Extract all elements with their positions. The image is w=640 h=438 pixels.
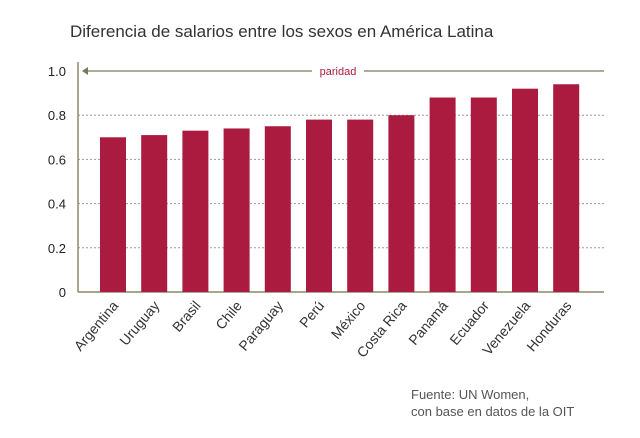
x-tick-label: Uruguay — [116, 298, 162, 349]
source-line-1: Fuente: UN Women, — [411, 387, 530, 402]
x-tick-label: Panamá — [405, 297, 451, 347]
source-note: Fuente: UN Women, con base en datos de l… — [411, 386, 574, 420]
bar — [470, 97, 497, 293]
bar — [512, 88, 538, 293]
x-tick-label: Perú — [296, 298, 327, 331]
y-tick-label: 0.6 — [48, 152, 66, 167]
y-tick-label: 0.2 — [48, 241, 66, 256]
bar — [223, 128, 250, 292]
bar — [141, 135, 168, 292]
bar — [429, 97, 456, 293]
bar — [388, 115, 415, 292]
bar — [182, 130, 209, 292]
parity-label: paridad — [320, 66, 357, 78]
y-tick-label: 0.4 — [48, 197, 66, 212]
chart-title: Diferencia de salarios entre los sexos e… — [70, 22, 494, 41]
y-tick-label: 0 — [59, 285, 66, 300]
bar — [347, 119, 374, 293]
bar — [264, 126, 291, 292]
bar — [553, 84, 580, 292]
x-tick-label: Paraguay — [235, 298, 286, 354]
x-tick-label: México — [328, 297, 369, 341]
x-tick-label: Chile — [212, 297, 245, 332]
source-line-2: con base en datos de la OIT — [411, 404, 575, 419]
x-tick-label: Argentina — [71, 297, 122, 353]
y-tick-label: 0.8 — [48, 108, 66, 123]
y-tick-label: 1.0 — [48, 64, 66, 79]
x-tick-label: Brasil — [169, 298, 204, 335]
arrow-left-icon — [82, 67, 88, 75]
bar — [306, 119, 332, 293]
bar — [100, 137, 126, 292]
